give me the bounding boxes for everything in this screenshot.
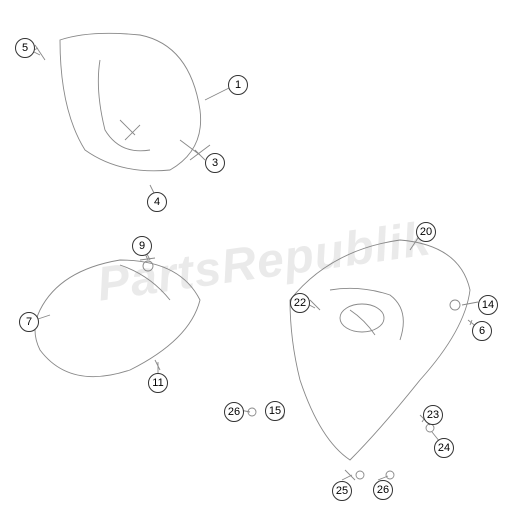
callout-23: 23 [423,405,443,425]
callout-1: 1 [228,75,248,95]
callout-4: 4 [147,192,167,212]
callout-25: 25 [332,481,352,501]
callout-15: 15 [265,401,285,421]
callout-22: 22 [290,293,310,313]
callout-9: 9 [132,236,152,256]
callout-11: 11 [148,373,168,393]
callout-3: 3 [205,153,225,173]
callout-14: 14 [478,295,498,315]
callout-5: 5 [15,38,35,58]
callout-20: 20 [416,222,436,242]
callout-7: 7 [19,312,39,332]
callout-24: 24 [434,438,454,458]
callout-6: 6 [472,321,492,341]
callout-26: 26 [224,402,244,422]
callout-26: 26 [373,480,393,500]
